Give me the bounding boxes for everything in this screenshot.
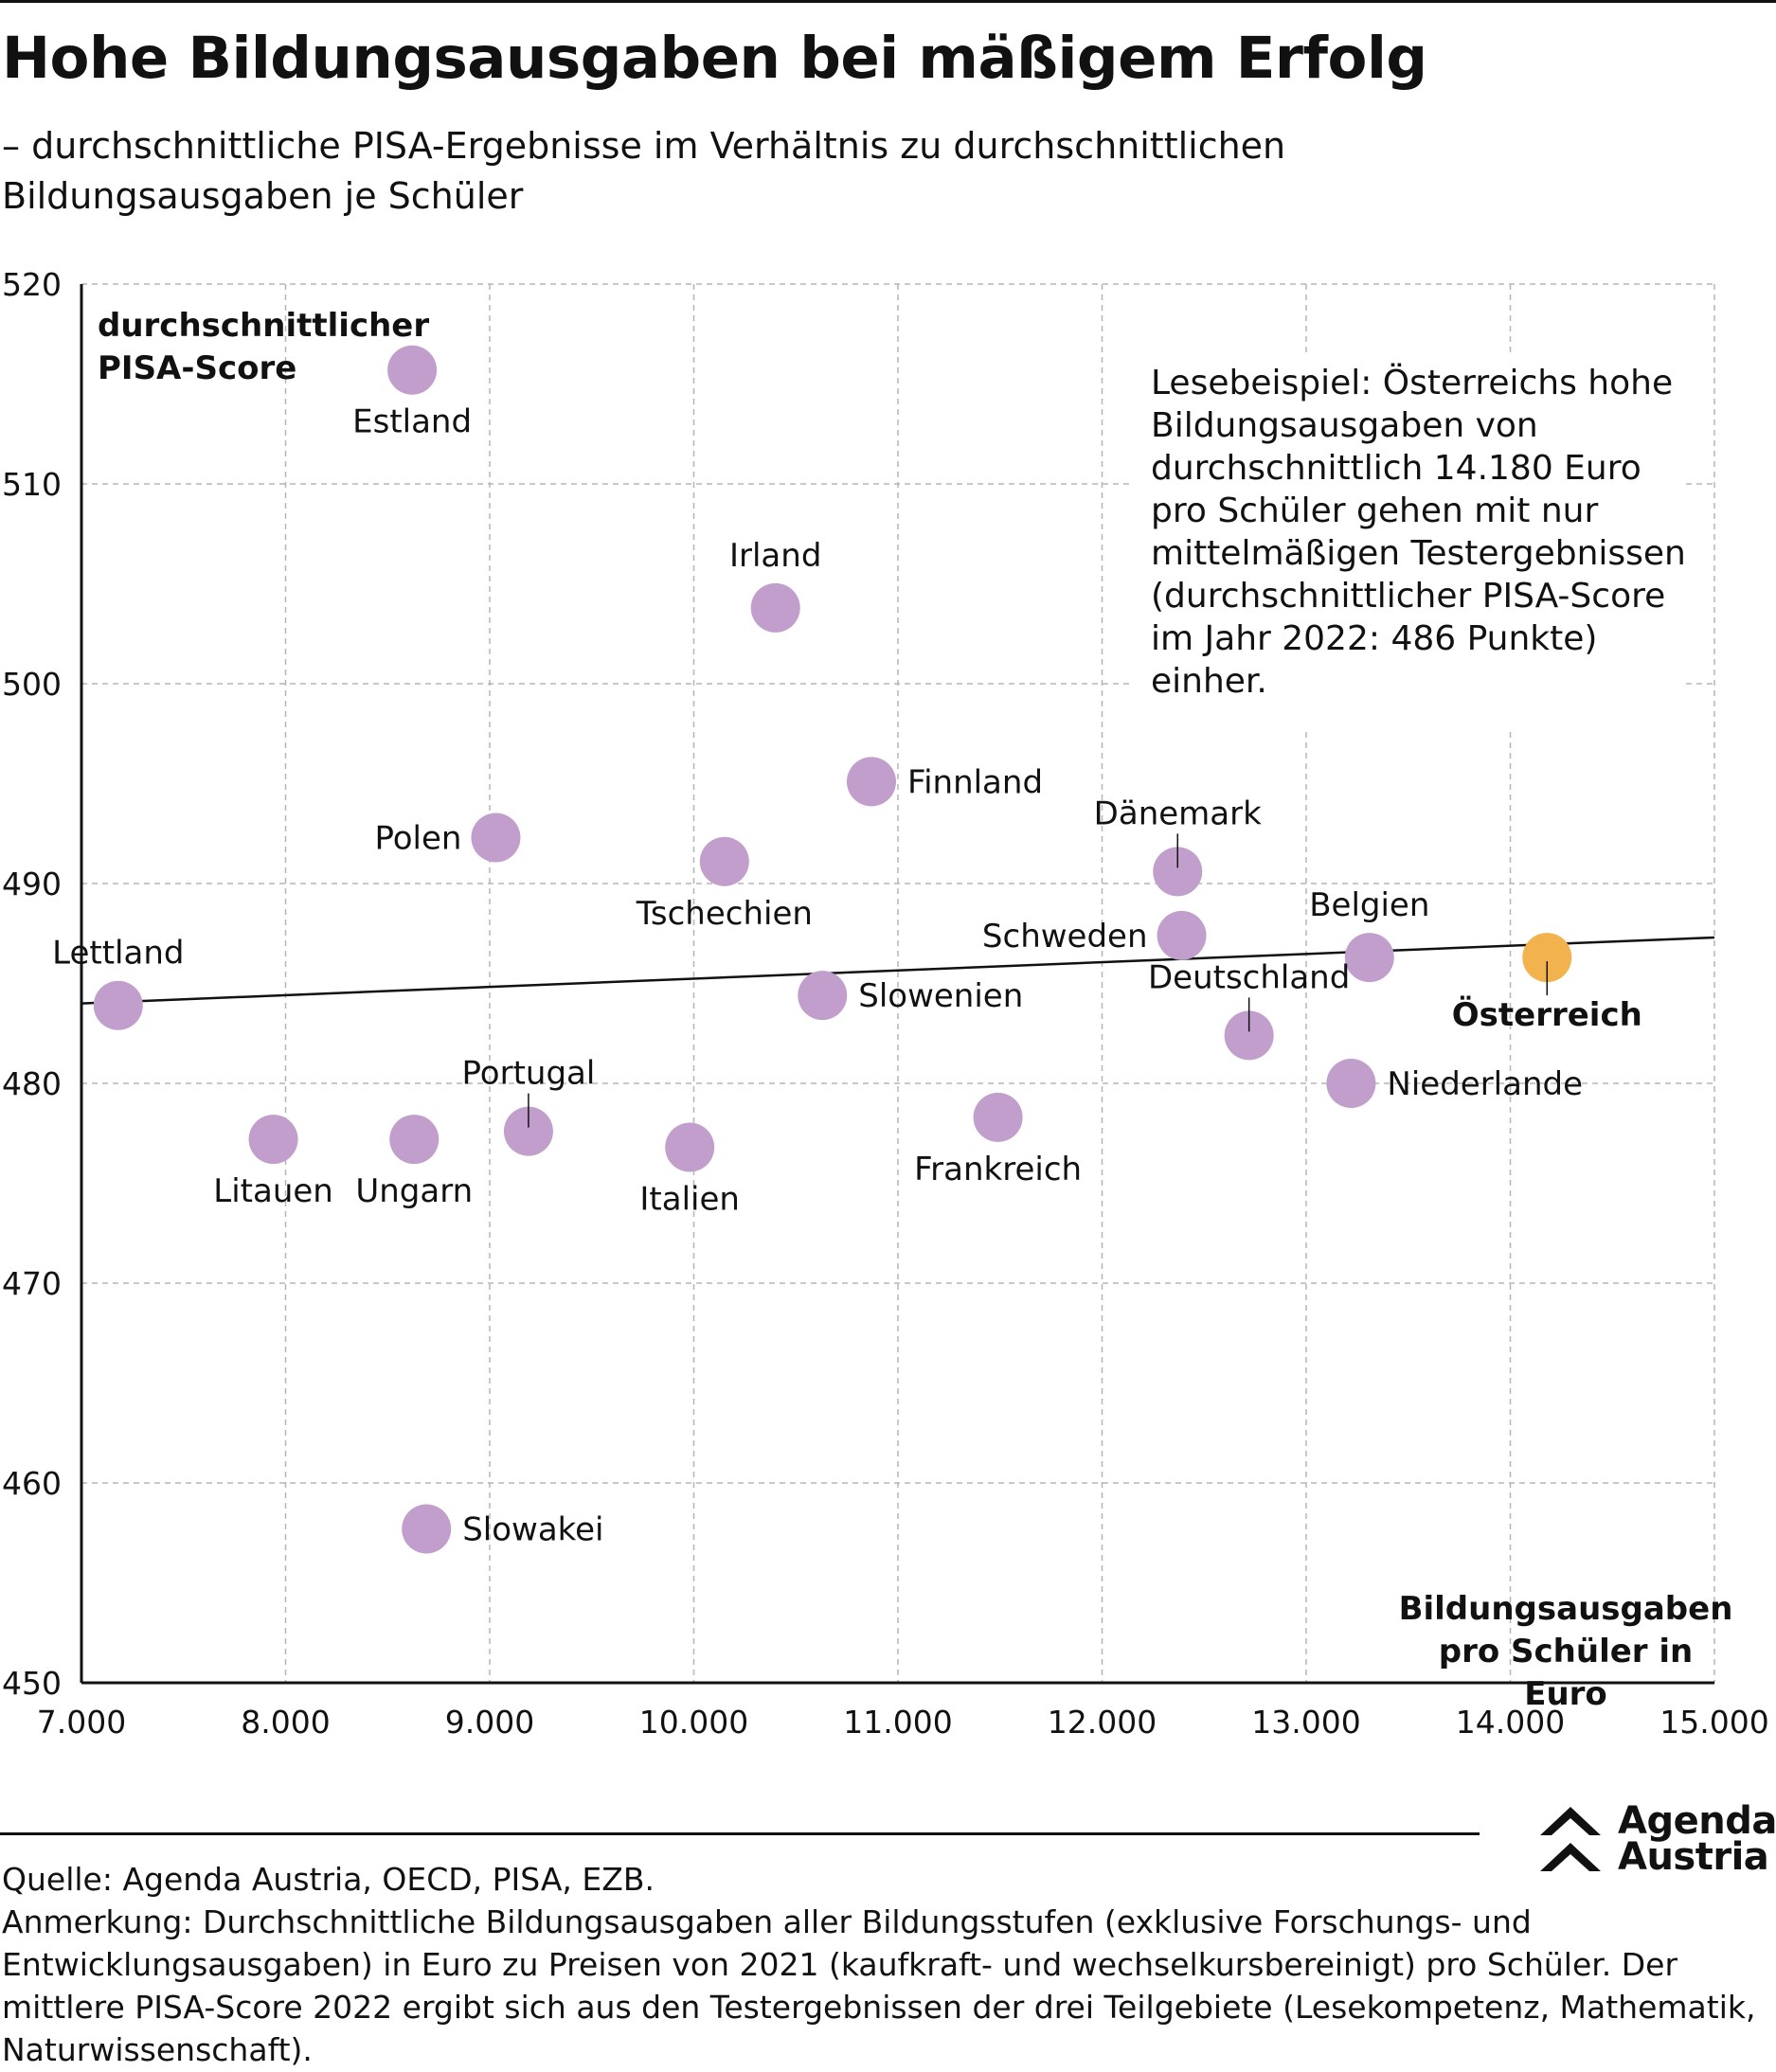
annotation-text: Lesebeispiel: Österreichs hohe Bildungsau…	[1151, 363, 1686, 701]
point-schweden	[1157, 910, 1207, 960]
axes	[80, 284, 1714, 1685]
point-frankreich	[973, 1092, 1023, 1142]
label-finnland: Finnland	[907, 763, 1043, 801]
y-tick-label: 450	[2, 1665, 62, 1702]
trendline	[81, 936, 1715, 1005]
label-portugal: Portugal	[462, 1055, 596, 1093]
logo-line-1: Agenda	[1618, 1799, 1776, 1843]
label-daenemark: Dänemark	[1094, 795, 1262, 832]
point-italien	[665, 1122, 715, 1172]
annotation: Lesebeispiel: Österreichs hohe Bildungsau…	[1132, 352, 1686, 731]
point-slowenien	[798, 971, 848, 1021]
scatter-chart: 450 460 470 480 490 500 510 520 7.000 8.000 9.000 1…	[2, 266, 1769, 1741]
x-tick-label: 11.000	[843, 1704, 952, 1741]
chart-title: Hohe Bildungsausgaben bei mäßigem Erfolg	[2, 25, 1427, 92]
y-tick-label: 520	[2, 266, 62, 303]
point-polen	[471, 813, 521, 863]
footer-notes: Quelle: Agenda Austria, OECD, PISA, EZB.…	[2, 1858, 1764, 2071]
point-deutschland	[1224, 1010, 1274, 1061]
point-tschechien	[699, 836, 749, 886]
y-tick-label: 480	[2, 1065, 62, 1102]
label-lettland: Lettland	[52, 935, 184, 973]
logo-wordmark: Agenda Austria	[1618, 1799, 1776, 1879]
label-deutschland: Deutschland	[1148, 958, 1350, 996]
point-portugal	[503, 1106, 553, 1156]
x-tick-label: 15.000	[1659, 1704, 1768, 1741]
point-oesterreich	[1522, 933, 1572, 983]
point-niederlande	[1326, 1059, 1376, 1108]
logo-line-2: Austria	[1618, 1835, 1769, 1879]
bottom-rule	[0, 1832, 1480, 1835]
x-tick-label: 14.000	[1456, 1704, 1565, 1741]
point-finnland	[846, 757, 896, 807]
point-lettland	[93, 980, 143, 1030]
point-ungarn	[389, 1115, 440, 1165]
y-axis-label: durchschnittlicher PISA-Score	[98, 307, 429, 387]
point-slowakei	[402, 1504, 452, 1554]
point-daenemark	[1153, 847, 1203, 897]
point-litauen	[248, 1115, 298, 1165]
label-polen: Polen	[374, 819, 461, 857]
label-litauen: Litauen	[213, 1172, 333, 1210]
top-rule	[0, 0, 1776, 3]
label-ungarn: Ungarn	[355, 1172, 473, 1210]
x-axis-label: Bildungsausgaben pro Schüler in Euro	[1399, 1590, 1733, 1713]
label-belgien: Belgien	[1309, 886, 1429, 924]
agenda-austria-logo: Agenda Austria	[1536, 1799, 1776, 1884]
label-oesterreich: Österreich	[1452, 995, 1642, 1034]
label-italien: Italien	[639, 1181, 740, 1219]
label-irland: Irland	[729, 537, 821, 575]
point-estland	[387, 345, 438, 395]
label-slowakei: Slowakei	[462, 1511, 603, 1549]
point-irland	[750, 582, 800, 633]
tick-labels: 450 460 470 480 490 500 510 520 7.000 8.000 9.000 1…	[2, 266, 1769, 1741]
data-points	[93, 345, 1572, 1554]
label-niederlande: Niederlande	[1387, 1065, 1583, 1103]
y-tick-label: 490	[2, 866, 62, 902]
x-tick-label: 13.000	[1251, 1704, 1360, 1741]
x-tick-label: 9.000	[445, 1704, 534, 1741]
chart-subtitle: – durchschnittliche PISA-Ergebnisse im V…	[2, 125, 1286, 217]
x-tick-label: 7.000	[37, 1704, 126, 1741]
point-labels: Estland Irland Finnland Polen Tschechien Däne…	[52, 403, 1642, 1549]
point-belgien	[1344, 933, 1394, 983]
y-tick-label: 500	[2, 666, 62, 703]
source-note: Quelle: Agenda Austria, OECD, PISA, EZB.	[2, 1861, 655, 1898]
label-estland: Estland	[352, 403, 472, 441]
remark-note: Anmerkung: Durchschnittliche Bildungsaus…	[2, 1903, 1756, 2068]
label-tschechien: Tschechien	[636, 895, 813, 933]
annotation-background	[1132, 352, 1681, 731]
x-tick-label: 8.000	[241, 1704, 330, 1741]
y-tick-label: 460	[2, 1465, 62, 1502]
x-tick-label: 10.000	[639, 1704, 748, 1741]
x-tick-label: 12.000	[1048, 1704, 1157, 1741]
label-slowenien: Slowenien	[858, 977, 1023, 1015]
axis-titles: durchschnittlicher PISA-Score Bildungsaus…	[98, 307, 1732, 1713]
label-schweden: Schweden	[982, 918, 1148, 956]
y-tick-label: 510	[2, 466, 62, 503]
label-frankreich: Frankreich	[914, 1151, 1082, 1188]
chevron-logo-icon	[1540, 1807, 1601, 1871]
y-tick-label: 470	[2, 1265, 62, 1302]
trendline-segment	[81, 936, 1715, 1005]
grid	[81, 283, 1715, 1683]
